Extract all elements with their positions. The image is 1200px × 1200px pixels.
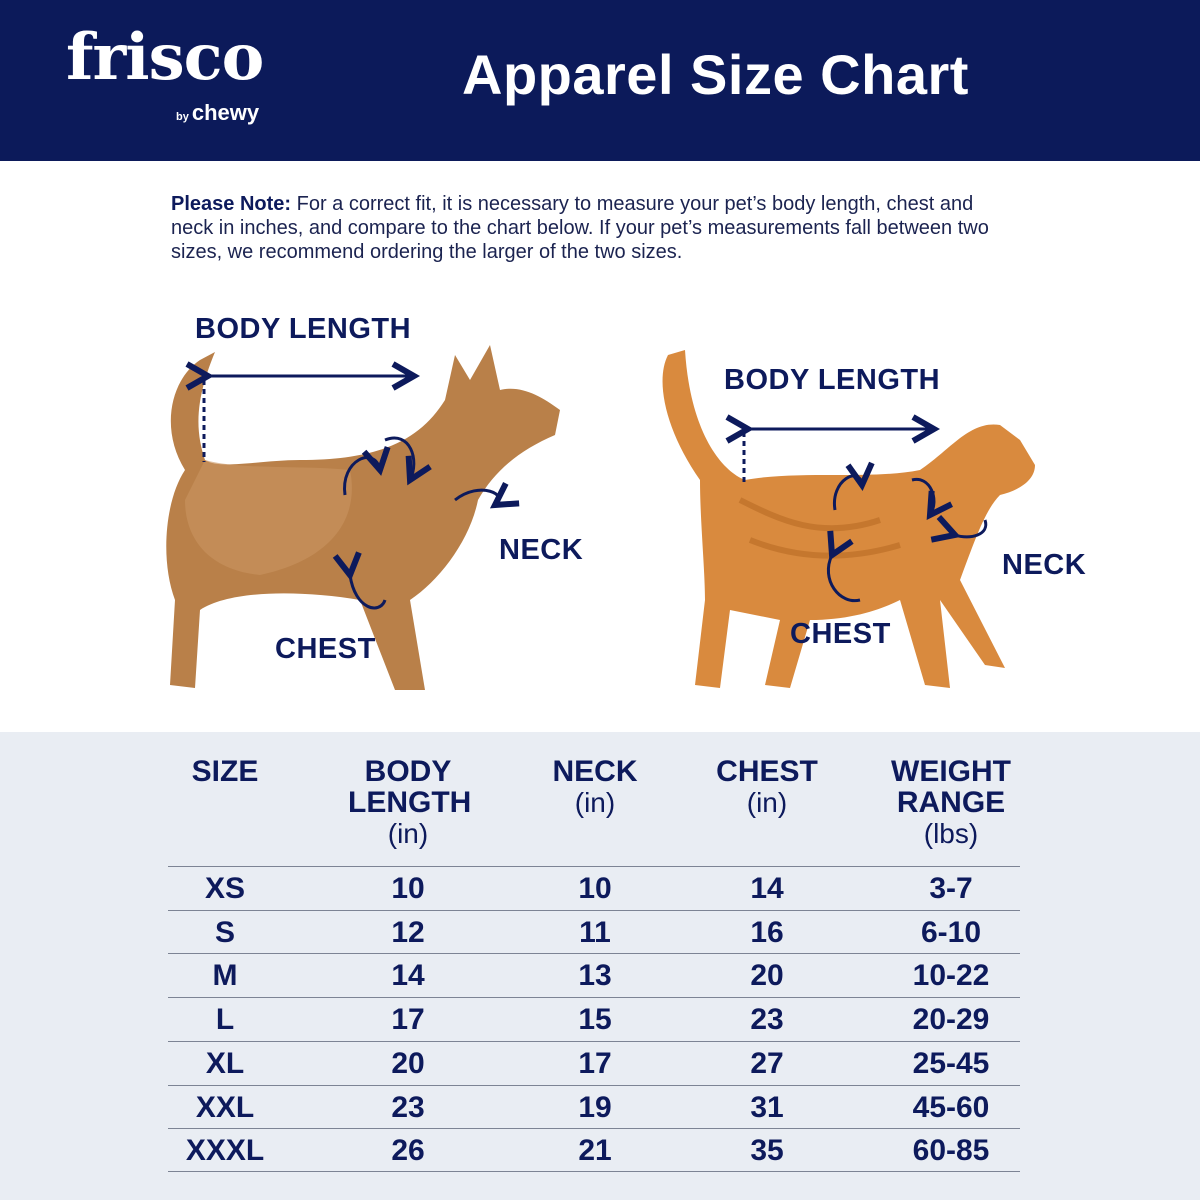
table-cell: 6-10 bbox=[920, 915, 982, 949]
logo-byline: by chewy bbox=[176, 100, 260, 125]
dog-neck-label: NECK bbox=[499, 534, 584, 566]
table-cell: 13 bbox=[578, 959, 612, 993]
table-row: L 17 15 23 20-29 bbox=[168, 997, 1020, 1041]
table-cell: XXXL bbox=[185, 1134, 265, 1168]
table-cell: L bbox=[215, 1003, 235, 1037]
dog-body-length-label: BODY LENGTH bbox=[195, 313, 412, 345]
cat-image bbox=[662, 350, 1035, 688]
table-cell: 10-22 bbox=[912, 959, 990, 993]
table-cell: M bbox=[212, 959, 238, 993]
table-cell: XL bbox=[205, 1046, 245, 1080]
table-cell: 25-45 bbox=[912, 1046, 990, 1080]
column-header-title: NECK bbox=[552, 755, 638, 788]
column-header: CHEST (in) bbox=[682, 756, 852, 818]
table-row: XXXL 26 21 35 60-85 bbox=[168, 1128, 1020, 1173]
frisco-logo: frisco by chewy bbox=[66, 22, 306, 142]
column-header-unit: (in) bbox=[387, 818, 429, 849]
table-cell: 45-60 bbox=[912, 1090, 990, 1124]
table-row: XS 10 10 14 3-7 bbox=[168, 866, 1020, 910]
column-header: BODY LENGTH (in) bbox=[323, 756, 493, 849]
measurement-arrows bbox=[204, 376, 988, 610]
cat-body-length-label: BODY LENGTH bbox=[724, 364, 941, 396]
dog-image bbox=[166, 345, 561, 690]
table-cell: 17 bbox=[391, 1003, 425, 1037]
table-cell: 14 bbox=[391, 959, 425, 993]
table-cell: XS bbox=[204, 872, 246, 905]
please-note: Please Note: For a correct fit, it is ne… bbox=[171, 193, 989, 263]
table-cell: 26 bbox=[391, 1134, 425, 1168]
column-header-unit: (lbs) bbox=[923, 818, 979, 849]
dog-chest-label: CHEST bbox=[275, 633, 376, 665]
pet-measurement-illustration bbox=[166, 345, 1035, 690]
table-cell: 17 bbox=[578, 1046, 612, 1080]
table-cell: 27 bbox=[750, 1046, 784, 1080]
page-title: Apparel Size Chart bbox=[462, 43, 969, 106]
table-cell: 3-7 bbox=[929, 872, 973, 905]
table-row: S 12 11 16 6-10 bbox=[168, 909, 1020, 954]
column-header: WEIGHT RANGE (lbs) bbox=[866, 756, 1036, 849]
table-cell: S bbox=[214, 915, 236, 949]
table-cell: XXL bbox=[195, 1090, 255, 1124]
table-cell: 20-29 bbox=[912, 1003, 990, 1037]
header-banner: frisco by chewy Apparel Size Chart bbox=[0, 0, 1200, 161]
table-cell: 10 bbox=[391, 872, 425, 905]
table-cell: 60-85 bbox=[912, 1134, 990, 1168]
column-header: SIZE bbox=[140, 756, 310, 787]
table-cell: 23 bbox=[750, 1003, 784, 1037]
column-header-unit: (in) bbox=[746, 787, 788, 818]
table-cell: 11 bbox=[579, 915, 611, 949]
table-cell: 10 bbox=[578, 872, 612, 905]
column-header: NECK (in) bbox=[510, 756, 680, 818]
cat-chest-label: CHEST bbox=[790, 618, 891, 650]
table-cell: 15 bbox=[578, 1003, 612, 1037]
table-cell: 35 bbox=[750, 1134, 784, 1168]
table-row: XXL 23 19 31 45-60 bbox=[168, 1084, 1020, 1129]
column-header-title: SIZE bbox=[191, 755, 259, 788]
table-cell: 21 bbox=[578, 1134, 612, 1168]
column-header-title: BODY LENGTH bbox=[348, 755, 472, 819]
logo-wordmark: frisco bbox=[66, 20, 264, 95]
table-cell: 23 bbox=[391, 1090, 425, 1124]
table-row: XL 20 17 27 25-45 bbox=[168, 1040, 1020, 1085]
cat-neck-label: NECK bbox=[1002, 549, 1087, 581]
table-row: M 14 13 20 10-22 bbox=[168, 953, 1020, 997]
table-cell: 12 bbox=[391, 915, 425, 949]
table-cell: 20 bbox=[750, 959, 784, 993]
column-header-title: CHEST bbox=[716, 755, 818, 788]
table-cell: 19 bbox=[578, 1090, 612, 1124]
size-table bbox=[0, 732, 1200, 1200]
table-cell: 31 bbox=[750, 1090, 784, 1124]
table-cell: 20 bbox=[391, 1046, 425, 1080]
column-header-title: WEIGHT RANGE bbox=[891, 755, 1011, 819]
column-header-unit: (in) bbox=[574, 787, 616, 818]
table-cell: 14 bbox=[750, 872, 784, 905]
table-cell: 16 bbox=[750, 915, 784, 949]
